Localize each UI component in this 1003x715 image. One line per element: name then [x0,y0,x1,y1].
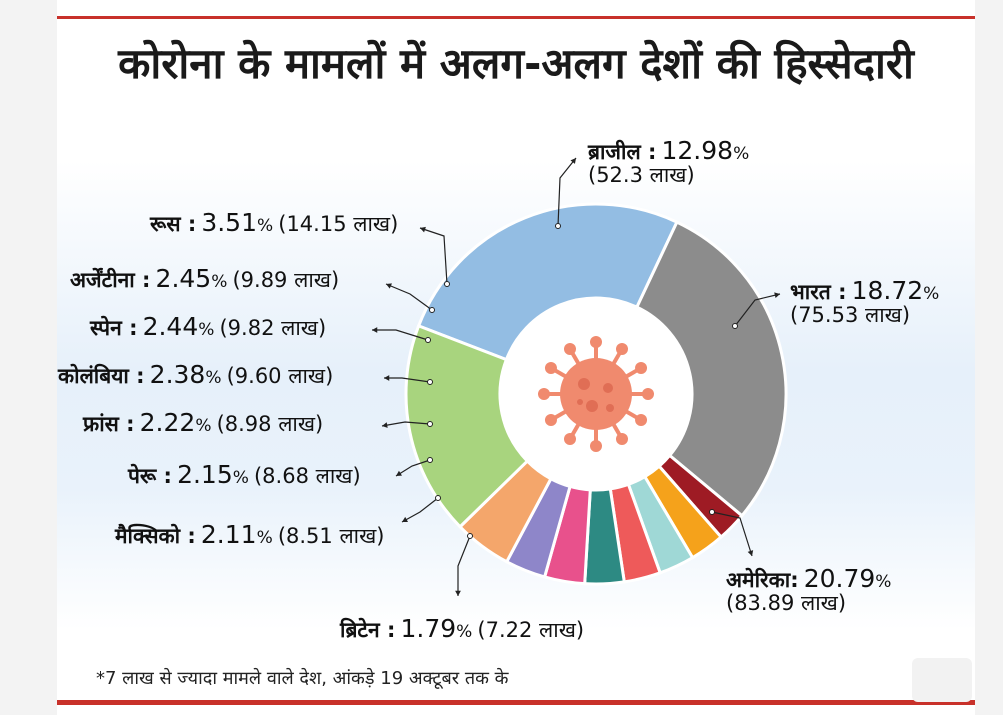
slice-name: ब्राजील : [588,140,657,164]
slice-cases: (9.82 लाख) [219,316,327,340]
slice-cases: (8.51 लाख) [277,524,385,548]
leader-arrow-argentina [386,283,392,289]
leader-dot-argentina [429,307,435,313]
slice-cases: (75.53 लाख) [790,303,911,328]
leader-dot-usa [709,509,715,515]
slice-cases: (52.3 लाख) [588,163,695,188]
slice-name: पेरू : [128,464,172,488]
slice-cases: (9.89 लाख) [232,268,340,292]
slice-cases: (8.68 लाख) [253,464,361,488]
slice-name: अर्जेंटीना : [70,268,151,292]
slice-cases: (83.89 लाख) [726,591,847,616]
leader-arrow-colombia [384,375,390,381]
slice-cases: (14.15 लाख) [278,212,399,236]
slice-name: फ्रांस : [83,412,135,436]
leader-arrow-usa [747,550,754,556]
leader-arrow-brazil [570,158,576,164]
slice-percent: 1.79% [400,614,473,643]
label-india: भारत : 18.72% (75.53 लाख) [790,276,940,328]
slice-name: अमेरिका: [726,568,799,592]
leader-line-usa [711,511,753,557]
slice-name: रूस : [150,212,197,236]
slice-percent: 12.98% [661,136,750,165]
leader-arrow-france [382,422,388,428]
corner-overlay [912,658,972,702]
leader-arrow-india [774,292,780,299]
leader-line-argentina [385,283,433,311]
leader-line-peru [395,459,431,477]
slice-cases: (8.98 लाख) [216,412,324,436]
slice-name: स्पेन : [90,316,138,340]
slice-name: मैक्सिको : [115,524,196,548]
leader-line-brazil [557,157,577,227]
label-spain: स्पेन : 2.44% (9.82 लाख) [90,312,327,341]
leader-dot-colombia [427,379,433,385]
slice-name: कोलंबिया : [58,364,145,388]
slice-cases: (9.60 लाख) [226,364,334,388]
slice-percent: 20.79% [803,564,892,593]
top-rule [57,16,975,19]
slice-percent: 2.38% [149,360,222,389]
slice-brazil [404,323,530,529]
label-mexico: मैक्सिको : 2.11% (8.51 लाख) [115,520,385,549]
slice-percent: 2.15% [177,460,249,489]
virus-icon [538,336,654,452]
slice-india [416,202,679,362]
leader-arrow-russia [420,226,426,233]
slice-percent: 2.44% [142,312,215,341]
label-argentina: अर्जेंटीना : 2.45% (9.89 लाख) [70,264,340,293]
leader-line-russia [419,227,448,285]
slice-percent: 2.11% [200,520,273,549]
footnote: *7 लाख से ज्यादा मामले वाले देश, आंकड़े … [96,668,509,689]
label-usa: अमेरिका: 20.79% (83.89 लाख) [726,564,892,616]
slice-percent: 18.72% [851,276,940,305]
label-peru: पेरू : 2.15% (8.68 लाख) [128,460,361,489]
leader-dot-mexico [435,495,441,501]
slice-cases: (7.22 लाख) [477,618,585,642]
slice-percent: 2.45% [155,264,228,293]
leader-arrow-peru [396,470,402,476]
leader-line-britain [457,535,471,596]
leader-line-colombia [384,377,431,383]
slice-percent: 2.22% [139,408,212,437]
label-britain: ब्रिटेन : 1.79% (7.22 लाख) [340,614,585,643]
bottom-rule [57,700,975,705]
leader-dot-spain [425,337,431,343]
leader-dot-france [427,421,433,427]
leader-line-france [381,421,431,427]
leader-dot-peru [427,457,433,463]
leader-line-mexico [401,497,439,523]
leader-arrow-mexico [402,516,408,522]
slice-name: भारत : [790,280,847,304]
leader-dot-brazil [555,223,561,229]
label-brazil: ब्राजील : 12.98% (52.3 लाख) [588,136,750,188]
leader-dot-india [732,323,738,329]
label-russia: रूस : 3.51% (14.15 लाख) [150,208,399,237]
leader-line-spain [372,329,429,341]
label-colombia: कोलंबिया : 2.38% (9.60 लाख) [58,360,334,389]
label-france: फ्रांस : 2.22% (8.98 लाख) [83,408,324,437]
slice-percent: 3.51% [201,208,274,237]
leader-line-india [734,293,781,327]
slice-name: ब्रिटेन : [340,618,396,642]
leader-arrow-britain [455,590,461,596]
leader-dot-britain [467,533,473,539]
leader-dot-russia [444,281,450,287]
slice-usa [634,220,788,518]
page-title: कोरोना के मामलों में अलग-अलग देशों की हि… [118,39,914,88]
leader-arrow-spain [372,327,378,333]
